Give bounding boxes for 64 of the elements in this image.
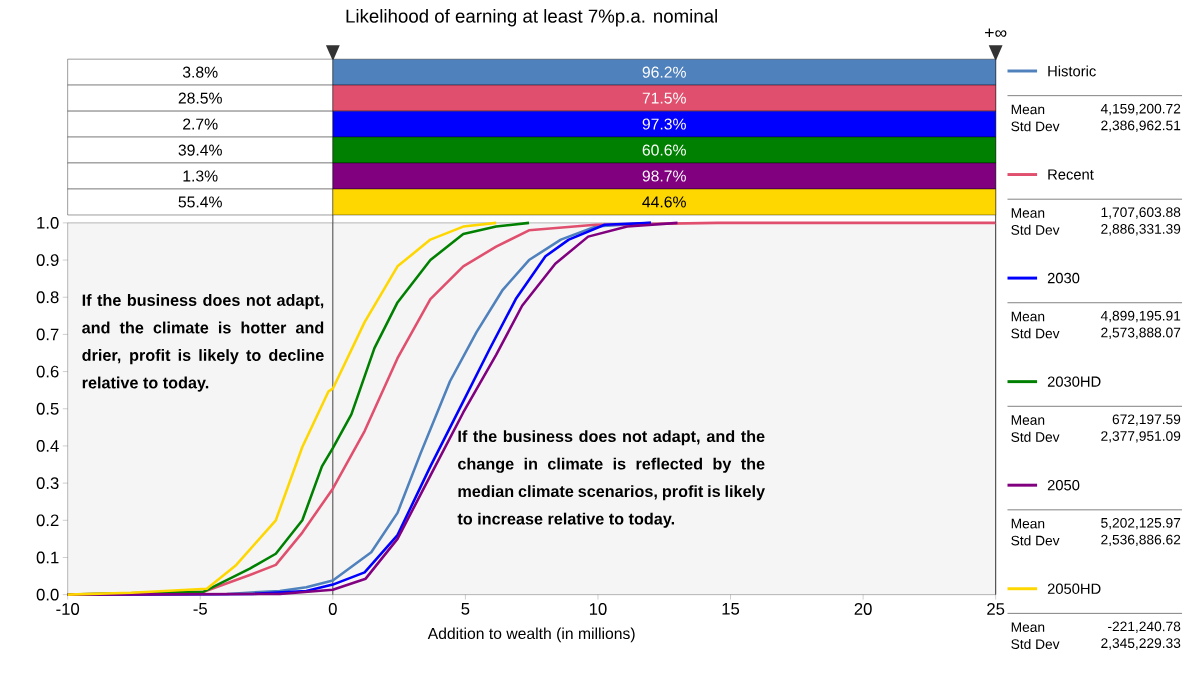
y-tick-label: 0.9 [36, 254, 59, 267]
y-tick-label: 0.8 [36, 291, 59, 304]
text: 2.7% [183, 118, 218, 130]
text: 5,202,125.97 [1101, 518, 1181, 530]
text: 4,159,200.72 [1100, 103, 1181, 116]
text: Std Dev [1011, 432, 1060, 443]
text: Mean [1011, 622, 1045, 633]
text: Std Dev [1011, 639, 1060, 650]
text: 3.8% [182, 66, 218, 78]
text: 44.6% [642, 196, 686, 208]
text: 97.3% [642, 118, 686, 130]
text: 39.4% [178, 144, 222, 156]
text: 98.7% [642, 170, 686, 182]
text: 672,197.59 [1112, 414, 1181, 426]
x-tick-label: 15 [722, 603, 740, 615]
x-tick-label: -10 [56, 603, 80, 616]
text: 55.4% [178, 196, 222, 208]
y-tick-label: 0.3 [36, 477, 59, 490]
text: Mean [1011, 208, 1045, 219]
y-tick-label: 0.5 [36, 403, 59, 415]
x-tick-label: 20 [854, 603, 872, 616]
text: Std Dev [1011, 224, 1060, 236]
x-tick-label: 25 [987, 603, 1005, 616]
y-tick-label: 0.7 [36, 328, 59, 341]
text: Std Dev [1011, 535, 1060, 546]
text: 2,377,951.09 [1101, 431, 1181, 443]
text: 28.5% [178, 92, 222, 104]
text: Mean [1011, 104, 1045, 115]
text: Std Dev [1011, 328, 1060, 339]
text: 1,707,603.88 [1101, 207, 1181, 219]
x-tick-label: 10 [589, 603, 607, 616]
text: -221,240.78 [1108, 621, 1181, 634]
y-tick-label: 1.0 [37, 217, 59, 229]
text: 2,573,888.07 [1101, 327, 1181, 340]
legend-label: 2030 [1047, 273, 1080, 284]
y-tick-label: 0.2 [36, 514, 59, 527]
y-tick-label: 0.6 [36, 365, 59, 378]
text: 4,899,195.91 [1100, 311, 1181, 323]
y-tick-label: 0.1 [36, 551, 59, 564]
x-tick-label: 0 [328, 603, 337, 616]
text: 60.6% [642, 144, 686, 156]
text: 2,345,229.33 [1101, 638, 1181, 650]
legend-label: Recent [1048, 169, 1094, 180]
legend-label: Historic [1048, 65, 1096, 77]
text: 71.5% [642, 92, 686, 104]
text: 96.2% [642, 66, 686, 78]
text: 2,536,886.62 [1101, 534, 1181, 547]
text: Std Dev [1011, 121, 1060, 132]
text: Mean [1011, 519, 1045, 529]
chart-title: Likelihood of earning at least 7%p.a. nominal [346, 9, 717, 27]
y-tick-label: 0.4 [36, 440, 59, 453]
text: 2,386,962.51 [1101, 120, 1181, 133]
x-tick-label: 5 [461, 603, 470, 615]
text: Mean [1011, 415, 1045, 426]
x-axis-title: Addition to wealth (in millions) [427, 627, 635, 643]
legend-label: 2050 [1047, 480, 1080, 491]
legend-label: 2050HD [1047, 583, 1101, 595]
legend-label: 2030HD [1047, 376, 1101, 388]
text: Mean [1011, 311, 1045, 322]
ref-line-label: +∞ [985, 28, 1007, 38]
text: 2,886,331.39 [1101, 224, 1181, 236]
y-tick-label: 0.0 [36, 588, 59, 601]
text: 1.3% [183, 170, 218, 182]
x-tick-label: -5 [193, 603, 207, 615]
